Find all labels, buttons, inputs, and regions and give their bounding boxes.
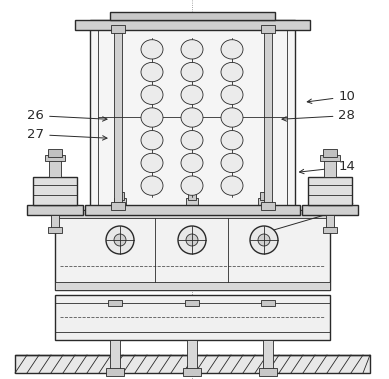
Ellipse shape [141,40,163,59]
Ellipse shape [181,40,203,59]
Bar [51,215,59,229]
Bar [45,155,65,161]
Bar [106,368,124,376]
Bar [116,192,124,200]
Circle shape [186,234,198,246]
Ellipse shape [141,130,163,150]
Ellipse shape [181,108,203,127]
Bar [48,227,62,233]
Bar [188,192,196,200]
Bar [114,25,122,210]
Bar [320,155,340,161]
Ellipse shape [221,176,243,195]
Bar [186,198,198,210]
Bar [27,205,83,215]
Bar [55,210,330,290]
Bar [326,215,334,229]
Text: 27: 27 [27,128,107,141]
Bar [261,25,275,33]
Bar [49,159,61,177]
Ellipse shape [181,130,203,150]
Text: 15: 15 [261,202,356,235]
Ellipse shape [181,63,203,82]
Circle shape [114,234,126,246]
Ellipse shape [181,153,203,172]
Bar [48,149,62,157]
Ellipse shape [181,176,203,195]
Ellipse shape [221,63,243,82]
Ellipse shape [221,108,243,127]
Bar [33,177,77,205]
Ellipse shape [221,130,243,150]
Bar [111,25,125,33]
Text: 26: 26 [27,109,107,122]
Circle shape [258,234,270,246]
Bar [308,177,352,205]
Bar [261,202,275,210]
Bar [55,295,330,340]
Bar [110,12,275,20]
Bar [55,282,330,290]
Ellipse shape [141,85,163,105]
Bar [114,198,126,210]
Bar [85,205,300,215]
Text: 14: 14 [300,160,355,174]
Bar [263,340,273,375]
Bar [75,20,310,30]
Ellipse shape [141,108,163,127]
Bar [183,368,201,376]
Ellipse shape [181,85,203,105]
Bar [323,227,337,233]
Bar [98,28,287,207]
Bar [323,149,337,157]
Bar [90,20,295,215]
Bar [324,159,336,177]
Text: 28: 28 [282,109,355,122]
Ellipse shape [141,176,163,195]
Circle shape [106,226,134,254]
Bar [185,300,199,306]
Ellipse shape [141,153,163,172]
Ellipse shape [221,85,243,105]
Bar [261,300,275,306]
Bar [260,192,268,200]
Bar [259,368,277,376]
Ellipse shape [221,153,243,172]
Bar [15,355,370,373]
Bar [110,340,120,375]
Bar [108,300,122,306]
Ellipse shape [141,63,163,82]
Bar [111,202,125,210]
Bar [55,210,330,218]
Bar [302,205,358,215]
Circle shape [250,226,278,254]
Text: 10: 10 [307,90,355,103]
Circle shape [178,226,206,254]
Bar [264,25,272,210]
Bar [187,340,197,375]
Bar [258,198,270,210]
Ellipse shape [221,40,243,59]
